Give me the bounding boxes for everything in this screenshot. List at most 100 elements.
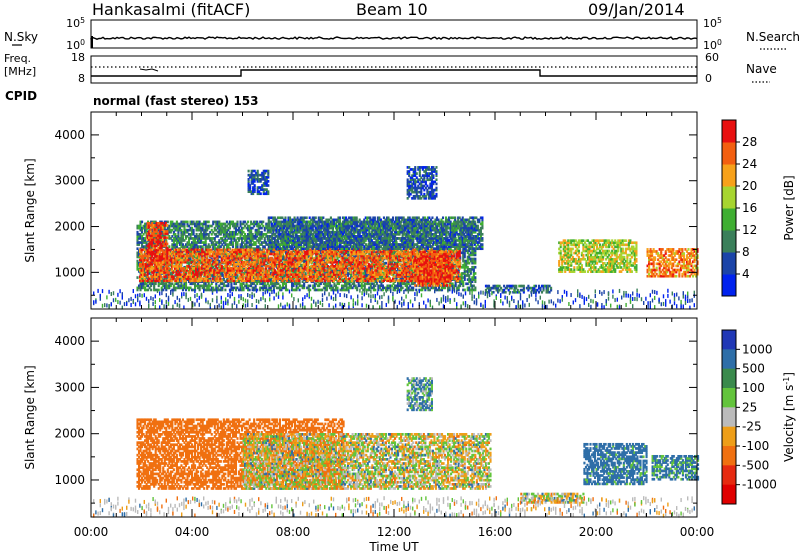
data-cell	[181, 237, 185, 240]
data-cell	[397, 288, 400, 292]
data-cell	[184, 288, 188, 292]
data-cell	[371, 224, 374, 228]
data-cell	[448, 288, 451, 292]
data-cell	[265, 241, 268, 244]
data-cell	[234, 245, 238, 248]
data-cell	[189, 243, 192, 246]
data-cell	[140, 243, 144, 246]
data-cell	[260, 232, 263, 236]
data-cell	[381, 228, 384, 232]
data-cell	[204, 237, 207, 240]
data-cell	[231, 222, 235, 226]
data-cell	[286, 288, 289, 292]
data-cell	[277, 282, 280, 286]
data-cell	[177, 239, 180, 242]
data-cell	[218, 259, 221, 263]
data-cell	[219, 282, 222, 286]
data-cell	[174, 243, 177, 246]
data-cell	[244, 237, 247, 240]
data-cell	[203, 284, 206, 288]
data-cell	[224, 235, 227, 238]
data-cell	[253, 282, 256, 286]
data-cell	[194, 241, 197, 244]
data-cell	[248, 232, 251, 236]
data-cell	[257, 239, 260, 242]
data-cell	[218, 220, 221, 224]
data-cell	[212, 243, 215, 246]
data-cell	[269, 282, 272, 286]
data-cell	[206, 232, 209, 236]
data-cell	[454, 239, 457, 242]
data-cell	[333, 224, 336, 228]
data-cell	[227, 243, 230, 246]
data-cell	[474, 276, 477, 279]
data-cell	[206, 226, 209, 230]
data-cell	[474, 257, 477, 261]
data-cell	[328, 282, 331, 286]
data-cell	[210, 286, 213, 290]
data-cell	[263, 237, 266, 240]
data-cell	[353, 232, 356, 236]
data-cell	[251, 222, 254, 226]
data-cell	[365, 282, 368, 286]
data-cell	[142, 224, 145, 228]
data-cell	[168, 230, 171, 234]
data-cell	[174, 237, 177, 240]
data-cell	[377, 220, 380, 224]
data-cell	[137, 241, 141, 244]
data-cell	[175, 239, 178, 242]
data-cell	[248, 243, 251, 246]
data-cell	[263, 228, 266, 232]
data-cell	[183, 232, 186, 236]
data-cell	[390, 230, 394, 234]
data-cell	[228, 235, 231, 238]
data-cell	[175, 286, 178, 290]
data-cell	[404, 282, 407, 286]
data-cell	[451, 282, 454, 286]
data-cell	[407, 220, 410, 224]
data-cell	[336, 282, 339, 286]
data-cell	[230, 288, 233, 292]
data-cell	[316, 288, 319, 292]
data-cell	[454, 284, 457, 288]
data-cell	[354, 284, 357, 288]
data-cell	[195, 232, 198, 236]
data-cell	[160, 288, 163, 292]
data-cell	[194, 243, 197, 246]
data-cell	[136, 265, 139, 269]
data-cell	[265, 235, 268, 238]
data-cell	[281, 257, 285, 261]
data-cell	[165, 220, 168, 224]
data-cell	[237, 228, 241, 232]
data-cell	[397, 224, 400, 228]
data-cell	[171, 222, 174, 226]
data-cell	[184, 282, 188, 286]
data-cell	[442, 220, 445, 224]
data-cell	[250, 282, 253, 286]
data-cell	[240, 286, 244, 290]
data-cell	[245, 282, 248, 286]
data-cell	[330, 286, 333, 290]
data-cell	[136, 224, 139, 228]
data-cell	[231, 230, 235, 234]
data-cell	[251, 237, 254, 240]
data-cell	[221, 286, 224, 290]
data-cell	[198, 232, 201, 236]
data-cell	[328, 286, 331, 290]
data-cell	[165, 282, 168, 286]
data-cell	[230, 232, 233, 236]
data-cell	[345, 288, 348, 292]
data-cell	[228, 241, 231, 244]
data-cell	[200, 228, 203, 232]
data-cell	[169, 284, 172, 288]
data-cell	[224, 230, 227, 234]
data-cell	[239, 286, 242, 290]
data-cell	[144, 222, 147, 226]
data-cell	[190, 241, 194, 244]
data-cell	[139, 284, 142, 288]
data-cell	[153, 222, 156, 226]
data-cell	[248, 245, 251, 248]
data-cell	[136, 267, 139, 271]
data-cell	[224, 280, 227, 284]
data-cell	[172, 245, 175, 248]
